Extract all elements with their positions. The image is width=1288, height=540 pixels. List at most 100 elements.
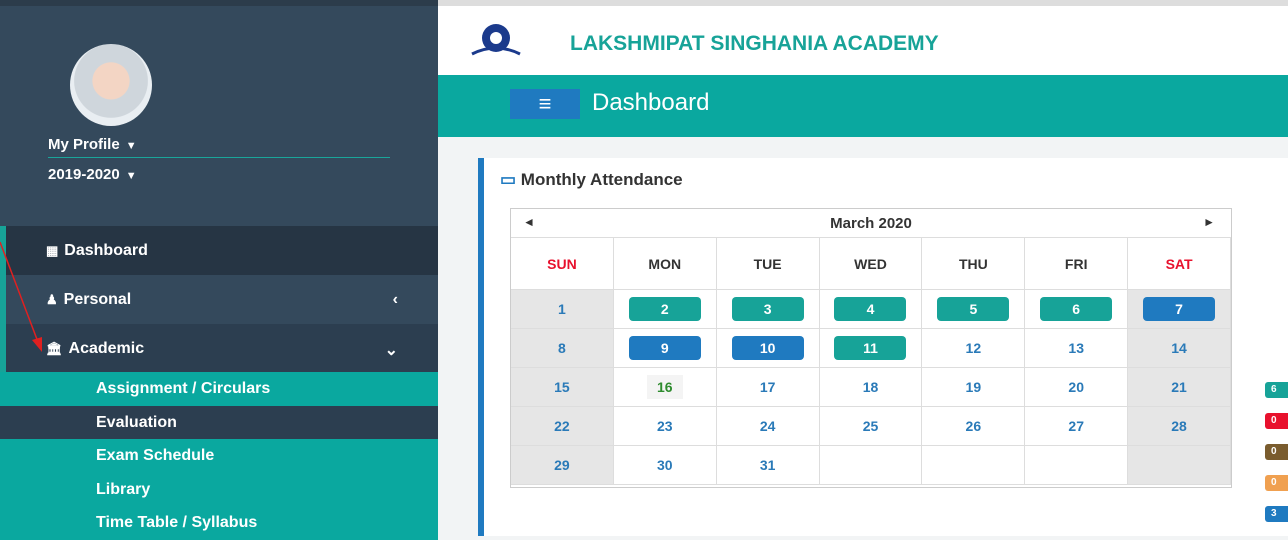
menu-item[interactable]: 🏛Academic⌄: [0, 324, 438, 374]
submenu-item[interactable]: Exam Schedule: [0, 439, 438, 473]
legend-badge: 3: [1265, 506, 1288, 522]
sidebar: My Profile▼ 2019-2020▼ ▦Dashboard♟Person…: [0, 0, 438, 536]
weekday-label: THU: [922, 238, 1025, 290]
day-cell[interactable]: 3: [717, 290, 820, 329]
session-menu[interactable]: 2019-2020▼: [48, 166, 137, 183]
weekday-label: WED: [820, 238, 923, 290]
legend-badge: 0: [1265, 444, 1288, 460]
day-cell[interactable]: 21: [1128, 368, 1231, 407]
attendance-badge: 3: [732, 297, 804, 321]
day-number: 8: [558, 340, 566, 356]
day-cell[interactable]: 22: [511, 407, 614, 446]
day-cell[interactable]: 7: [1128, 290, 1231, 329]
day-number: 15: [554, 379, 570, 395]
day-cell[interactable]: 14: [1128, 329, 1231, 368]
attendance-badge: 5: [937, 297, 1009, 321]
day-number: 12: [966, 340, 982, 356]
day-cell[interactable]: 20: [1025, 368, 1128, 407]
legend-count: 0: [1271, 415, 1277, 426]
divider: [48, 157, 390, 158]
day-cell[interactable]: 18: [820, 368, 923, 407]
menu-toggle[interactable]: ≡: [510, 89, 580, 119]
day-cell[interactable]: 19: [922, 368, 1025, 407]
submenu-item[interactable]: Evaluation: [0, 406, 438, 440]
prev-month[interactable]: ◄: [523, 215, 535, 229]
day-number-today: 16: [647, 375, 683, 399]
profile-menu[interactable]: My Profile▼: [48, 136, 137, 153]
attendance-badge: 11: [834, 336, 906, 360]
page: {"sidebar": {"profile": "My Profile", "s…: [0, 0, 1288, 536]
day-cell[interactable]: 11: [820, 329, 923, 368]
top-header: LAKSHMIPAT SINGHANIA ACADEMY: [438, 0, 1288, 75]
day-number: 24: [760, 418, 776, 434]
school-name: LAKSHMIPAT SINGHANIA ACADEMY: [570, 32, 939, 56]
day-cell[interactable]: 2: [614, 290, 717, 329]
day-cell[interactable]: 28: [1128, 407, 1231, 446]
attendance-badge: 7: [1143, 297, 1215, 321]
next-month[interactable]: ►: [1203, 215, 1215, 229]
menu-item[interactable]: ▦Dashboard: [0, 226, 438, 276]
attendance-badge: 6: [1040, 297, 1112, 321]
day-cell[interactable]: 4: [820, 290, 923, 329]
legend-badge: 0: [1265, 413, 1288, 429]
legend-badge: 6: [1265, 382, 1288, 398]
day-cell[interactable]: 16: [614, 368, 717, 407]
session-label: 2019-2020: [48, 166, 120, 183]
day-cell[interactable]: 25: [820, 407, 923, 446]
day-number: 14: [1171, 340, 1187, 356]
day-number: 31: [760, 457, 776, 473]
day-cell[interactable]: 8: [511, 329, 614, 368]
day-cell[interactable]: 24: [717, 407, 820, 446]
day-number: 22: [554, 418, 570, 434]
day-number: 18: [863, 379, 879, 395]
day-number: 1: [558, 301, 566, 317]
month-label: March 2020: [830, 215, 912, 232]
day-cell[interactable]: 26: [922, 407, 1025, 446]
calendar-header: ◄ March 2020 ►: [511, 209, 1231, 238]
day-number: 28: [1171, 418, 1187, 434]
panel-heading: ▭ Monthly Attendance: [500, 170, 683, 190]
weekday-label: TUE: [717, 238, 820, 290]
day-cell[interactable]: 1: [511, 290, 614, 329]
submenu-item[interactable]: Assignment / Circulars: [0, 372, 438, 406]
legend-count: 0: [1271, 477, 1277, 488]
legend-badge: 0: [1265, 475, 1288, 491]
day-cell[interactable]: 12: [922, 329, 1025, 368]
legend-count: 6: [1271, 384, 1277, 395]
day-number: 29: [554, 457, 570, 473]
annotation-arrow: [0, 230, 60, 360]
day-cell[interactable]: 6: [1025, 290, 1128, 329]
legend-count: 0: [1271, 446, 1277, 457]
profile-label: My Profile: [48, 136, 120, 153]
day-cell[interactable]: 5: [922, 290, 1025, 329]
menu-label: Academic: [69, 340, 145, 358]
attendance-badge: 10: [732, 336, 804, 360]
menu-caret: ‹: [393, 291, 398, 309]
day-cell[interactable]: 30: [614, 446, 717, 485]
day-cell: [1128, 446, 1231, 485]
weekday-label: SUN: [511, 238, 614, 290]
day-cell[interactable]: 29: [511, 446, 614, 485]
panel-title: Monthly Attendance: [521, 170, 683, 189]
day-cell: [820, 446, 923, 485]
page-title: Dashboard: [592, 89, 709, 117]
day-cell[interactable]: 10: [717, 329, 820, 368]
submenu-item[interactable]: Time Table / Syllabus: [0, 506, 438, 540]
menu-caret: ⌄: [385, 340, 398, 360]
day-cell[interactable]: 31: [717, 446, 820, 485]
menu-item[interactable]: ♟Personal‹: [0, 275, 438, 325]
day-cell[interactable]: 23: [614, 407, 717, 446]
day-cell[interactable]: 13: [1025, 329, 1128, 368]
avatar: [70, 44, 152, 126]
day-cell[interactable]: 27: [1025, 407, 1128, 446]
submenu-item[interactable]: Library: [0, 473, 438, 507]
day-cell: [1025, 446, 1128, 485]
day-number: 25: [863, 418, 879, 434]
day-number: 26: [966, 418, 982, 434]
day-cell[interactable]: 17: [717, 368, 820, 407]
attendance-badge: 9: [629, 336, 701, 360]
day-cell[interactable]: 9: [614, 329, 717, 368]
day-cell[interactable]: 15: [511, 368, 614, 407]
title-bar: ≡ Dashboard: [438, 75, 1288, 137]
